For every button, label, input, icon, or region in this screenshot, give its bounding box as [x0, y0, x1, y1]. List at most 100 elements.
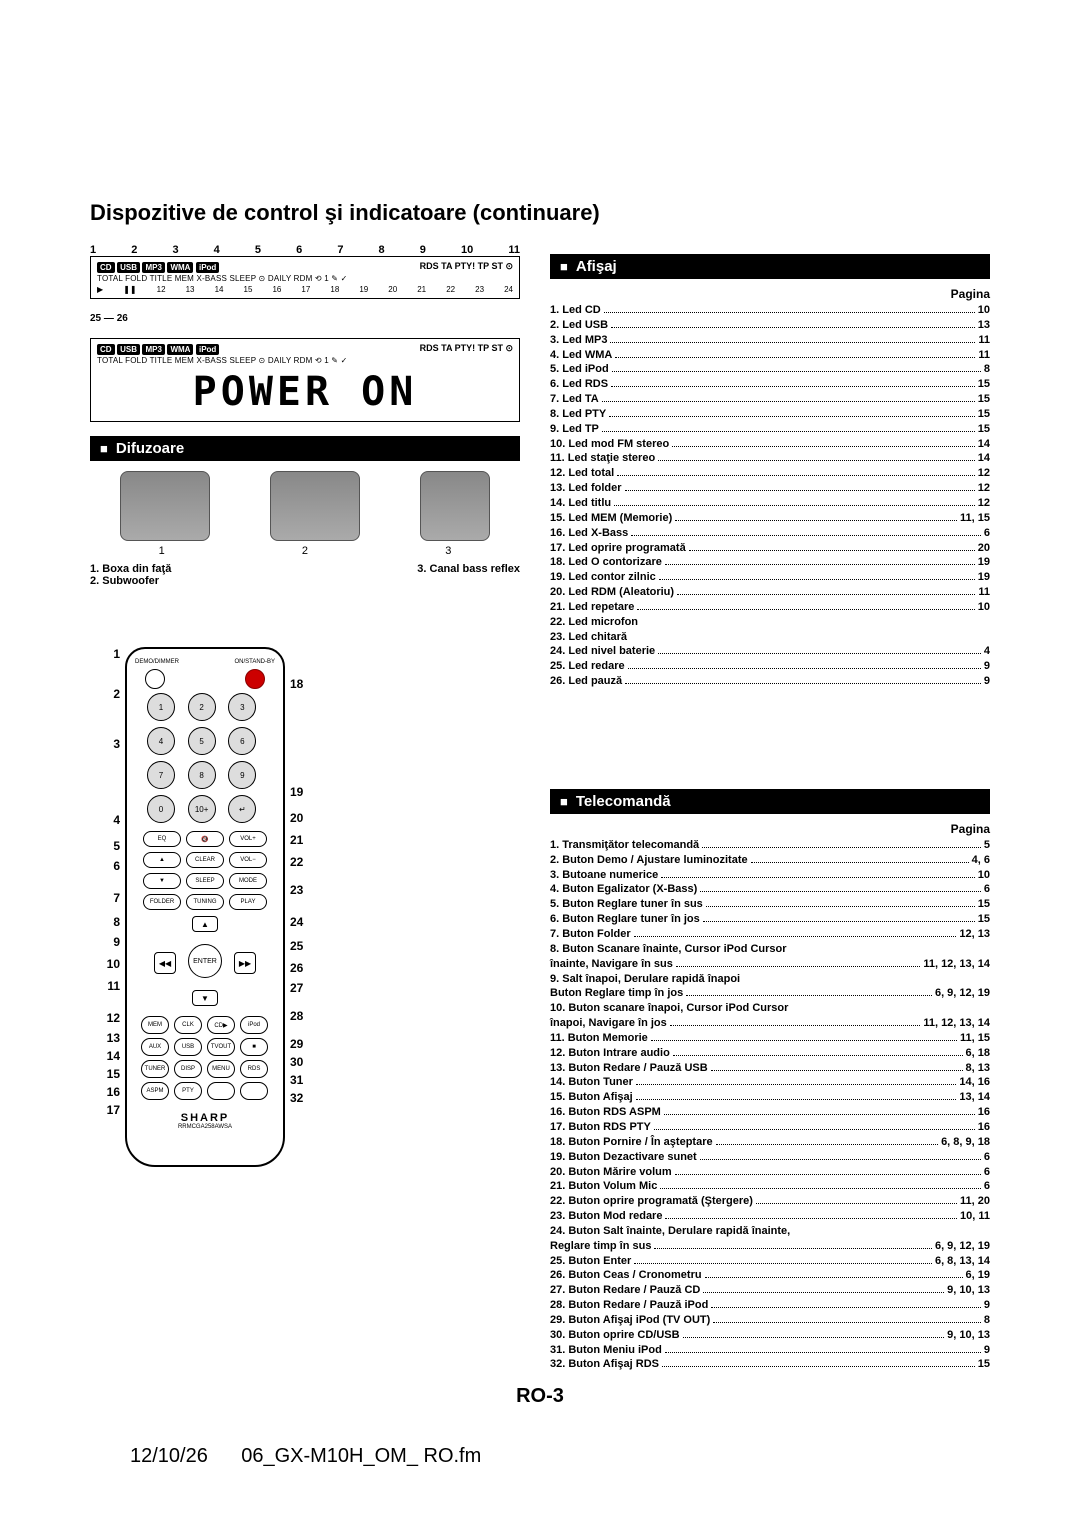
toc-row: 30. Buton oprire CD/USB9, 10, 13 [550, 1328, 990, 1343]
pagina-label: Pagina [550, 287, 990, 301]
numeric-button[interactable]: 10+ [188, 795, 216, 823]
demo-button[interactable] [145, 669, 165, 689]
toc-row: 8. Buton Scanare înainte, Cursor iPod Cu… [550, 942, 990, 957]
numeric-button[interactable]: 8 [188, 761, 216, 789]
toc-row: 10. Buton scanare înapoi, Cursor iPod Cu… [550, 1001, 990, 1016]
tvout-button[interactable]: TVOUT [207, 1038, 235, 1056]
vol-up-button[interactable]: VOL+ [229, 831, 267, 847]
memory-button[interactable]: MEM [141, 1016, 169, 1034]
toc-row: 23. Buton Mod redare10, 11 [550, 1209, 990, 1224]
page-title: Dispozitive de control şi indicatoare (c… [90, 200, 990, 226]
dpad-right[interactable]: ▶▶ [234, 952, 256, 974]
toc-row: 22. Led microfon [550, 615, 990, 630]
display-chip: MP3 [142, 262, 164, 273]
remote-callout: 9 [90, 935, 120, 949]
menu-button[interactable]: MENU [207, 1060, 235, 1078]
aspm-button[interactable]: ASPM [141, 1082, 169, 1100]
numeric-button[interactable]: 9 [228, 761, 256, 789]
standby-button[interactable] [245, 669, 265, 689]
toc-row: 19. Buton Dezactivare sunet6 [550, 1150, 990, 1165]
remote-callout: 29 [290, 1037, 320, 1051]
preset-dn-button[interactable]: ▼ [143, 873, 181, 889]
clear-button[interactable]: CLEAR [186, 852, 224, 868]
toc-row: 10. Led mod FM stereo14 [550, 437, 990, 452]
toc-row: Buton Reglare timp în jos6, 9, 12, 19 [550, 986, 990, 1001]
remote-callout: 25 [290, 939, 320, 953]
numeric-button[interactable]: 7 [147, 761, 175, 789]
extra2-button[interactable] [240, 1082, 268, 1100]
toc-row: 2. Buton Demo / Ajustare luminozitate4, … [550, 853, 990, 868]
toc-row: 26. Buton Ceas / Cronometru6, 19 [550, 1268, 990, 1283]
folder-button[interactable]: FOLDER [143, 894, 181, 910]
toc-row: 15. Led MEM (Memorie)11, 15 [550, 511, 990, 526]
numeric-button[interactable]: 2 [188, 693, 216, 721]
usb-button[interactable]: USB [174, 1038, 202, 1056]
preset-up-button[interactable]: ▲ [143, 852, 181, 868]
sleep-button[interactable]: SLEEP [186, 873, 224, 889]
numeric-button[interactable]: ↵ [228, 795, 256, 823]
remote-callout: 10 [90, 957, 120, 971]
clock-button[interactable]: CLK [174, 1016, 202, 1034]
remote-label-demo: DEMO/DIMMER [135, 659, 179, 665]
cd-button[interactable]: CD▶ [207, 1016, 235, 1034]
toc-row: 13. Buton Redare / Pauză USB8, 13 [550, 1061, 990, 1076]
toc-row: 9. Led TP15 [550, 422, 990, 437]
rds-button[interactable]: RDS [240, 1060, 268, 1078]
toc-row: 4. Buton Egalizator (X-Bass)6 [550, 882, 990, 897]
toc-row: 2. Led USB13 [550, 318, 990, 333]
toc-row: 25. Buton Enter6, 8, 13, 14 [550, 1254, 990, 1269]
stop-button[interactable]: ■ [240, 1038, 268, 1056]
speaker-image [270, 471, 360, 541]
playmode-button[interactable]: MODE [229, 873, 267, 889]
remote-callout: 24 [290, 915, 320, 929]
pty-button[interactable]: PTY [174, 1082, 202, 1100]
audioin-button[interactable]: AUX [141, 1038, 169, 1056]
enter-button[interactable]: ENTER [188, 944, 222, 978]
remote-callout: 26 [290, 961, 320, 975]
toc-row: 12. Buton Intrare audio6, 18 [550, 1046, 990, 1061]
play-button[interactable]: PLAY [229, 894, 267, 910]
toc-row: înapoi, Navigare în jos11, 12, 13, 14 [550, 1016, 990, 1031]
eq-button[interactable]: EQ [143, 831, 181, 847]
display-chip: MP3 [142, 344, 164, 355]
remote-callout: 28 [290, 1009, 320, 1023]
numeric-button[interactable]: 6 [228, 727, 256, 755]
toc-row: 14. Buton Tuner14, 16 [550, 1075, 990, 1090]
remote-callout: 14 [90, 1049, 120, 1063]
dpad-down[interactable]: ▼ [192, 990, 218, 1006]
numeric-button[interactable]: 4 [147, 727, 175, 755]
dpad-up[interactable]: ▲ [192, 916, 218, 932]
extra1-button[interactable] [207, 1082, 235, 1100]
numeric-button[interactable]: 5 [188, 727, 216, 755]
tuning-button[interactable]: TUNING [186, 894, 224, 910]
remote-callout: 20 [290, 811, 320, 825]
remote-label-standby: ON/STAND-BY [234, 659, 275, 665]
section-header-afisaj: Afişaj [550, 254, 990, 279]
toc-row: Reglare timp în sus6, 9, 12, 19 [550, 1239, 990, 1254]
vol-dn-button[interactable]: VOL− [229, 852, 267, 868]
remote-callout: 21 [290, 833, 320, 847]
toc-row: 20. Buton Mărire volum6 [550, 1165, 990, 1180]
tuner-button[interactable]: TUNER [141, 1060, 169, 1078]
toc-row: 1. Led CD10 [550, 303, 990, 318]
toc-row: 6. Led RDS15 [550, 377, 990, 392]
speaker-numbers: 1 2 3 [90, 545, 520, 557]
ipod-button[interactable]: iPod [240, 1016, 268, 1034]
toc-row: 14. Led titlu12 [550, 496, 990, 511]
toc-row: 1. Transmiţător telecomandă5 [550, 838, 990, 853]
numeric-button[interactable]: 1 [147, 693, 175, 721]
remote-callout: 18 [290, 677, 320, 691]
display-button[interactable]: DISP [174, 1060, 202, 1078]
display-chip: iPod [196, 344, 219, 355]
dpad-left[interactable]: ◀◀ [154, 952, 176, 974]
numeric-button[interactable]: 3 [228, 693, 256, 721]
toc-row: 12. Led total12 [550, 466, 990, 481]
mute-button[interactable]: 🔇 [186, 831, 224, 847]
remote-model: RRMCGA258AWSA [135, 1124, 275, 1130]
footer-date: 12/10/26 [130, 1445, 208, 1467]
toc-row: 29. Buton Afişaj iPod (TV OUT)8 [550, 1313, 990, 1328]
remote-callout: 30 [290, 1055, 320, 1069]
toc-row: 13. Led folder12 [550, 481, 990, 496]
remote-callout: 27 [290, 981, 320, 995]
numeric-button[interactable]: 0 [147, 795, 175, 823]
